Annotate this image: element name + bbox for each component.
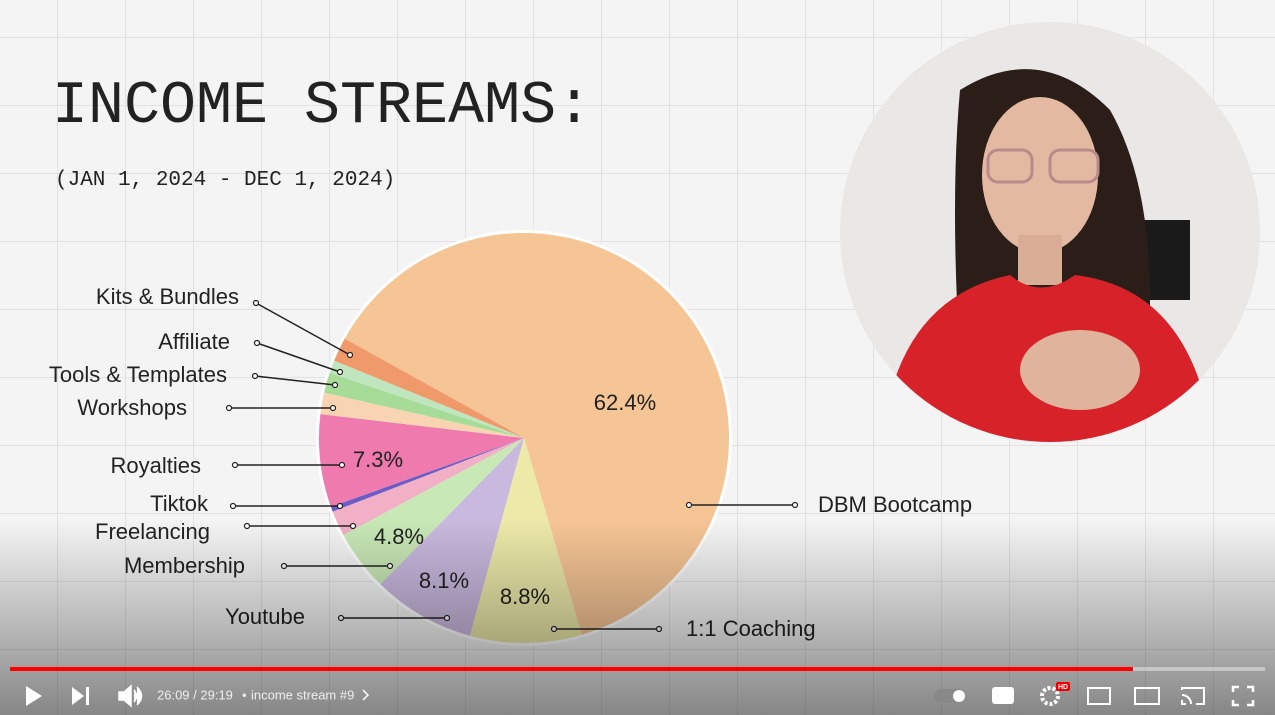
slice-label: Tools & Templates — [49, 362, 227, 387]
leader-dot — [791, 501, 799, 509]
chapter-arrow[interactable] — [362, 689, 370, 701]
captions-button[interactable] — [992, 687, 1014, 704]
slice-label: Affiliate — [158, 329, 230, 354]
leader-line — [256, 342, 341, 373]
settings-button[interactable] — [1040, 686, 1060, 706]
leader-dot — [229, 502, 237, 510]
volume-button[interactable] — [118, 684, 143, 708]
hd-badge-bg — [1056, 682, 1070, 691]
value-label: 62.4% — [594, 390, 656, 415]
leader-line — [255, 302, 351, 356]
pie-slice — [334, 338, 524, 438]
chart-title: INCOME STREAMS: — [52, 73, 592, 141]
slice-label: DBM Bootcamp — [818, 492, 972, 517]
next-button[interactable] — [72, 687, 89, 705]
leader-dot — [225, 404, 233, 412]
chapter-title[interactable]: income stream #9 — [251, 687, 354, 702]
leader-dot — [336, 368, 344, 376]
pie-slice — [320, 392, 524, 438]
leader-dot — [685, 501, 693, 509]
controls-shade — [0, 520, 1275, 715]
leader-dot — [252, 299, 260, 307]
leader-dot — [329, 404, 337, 412]
leader-dot — [231, 461, 239, 469]
chart-subtitle: (JAN 1, 2024 - DEC 1, 2024) — [55, 169, 395, 192]
time-display: 26:09 / 29:19 — [157, 687, 233, 702]
pie-slice — [319, 414, 524, 507]
theater-button[interactable] — [1134, 687, 1160, 705]
slice-label: Workshops — [77, 395, 187, 420]
pie-slice — [330, 438, 524, 512]
webcam — [840, 22, 1260, 442]
fullscreen-button[interactable] — [1231, 685, 1255, 707]
progress-played — [10, 667, 1133, 671]
hd-badge: HD — [1058, 684, 1068, 691]
chapter-dot: • — [242, 687, 247, 702]
miniplayer-button[interactable] — [1087, 687, 1111, 705]
slice-label: Royalties — [111, 453, 201, 478]
play-button[interactable] — [26, 686, 42, 706]
pie-slice — [332, 438, 524, 535]
cast-button[interactable] — [1181, 687, 1205, 705]
leader-dot — [253, 339, 261, 347]
leader-dot — [331, 381, 339, 389]
leader-dot — [251, 372, 259, 380]
pie-slice — [329, 360, 524, 438]
slice-label: Kits & Bundles — [96, 284, 239, 309]
leader-dot — [338, 461, 346, 469]
slice-label: Tiktok — [150, 491, 209, 516]
leader-line — [254, 375, 336, 386]
leader-dot — [336, 502, 344, 510]
autoplay-knob — [953, 690, 965, 702]
value-label: 7.3% — [353, 447, 403, 472]
pie-slice — [324, 372, 524, 438]
leader-dot — [346, 351, 354, 359]
